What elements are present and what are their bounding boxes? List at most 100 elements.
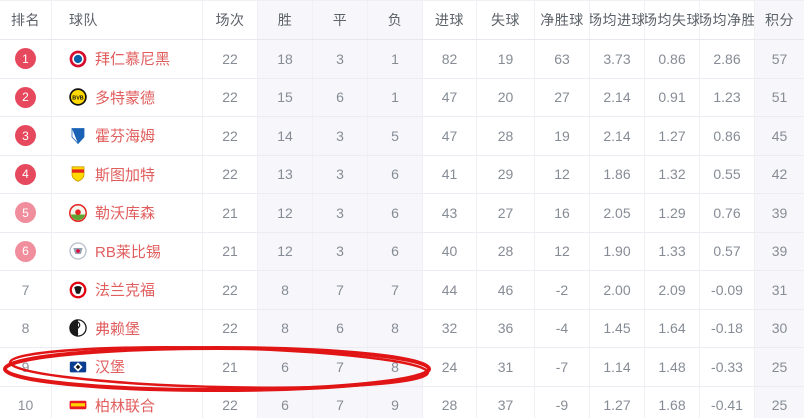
team-name[interactable]: 拜仁慕尼黑 [95, 51, 171, 69]
rank-badge: 6 [15, 240, 36, 262]
goals-against-value: 28 [477, 117, 535, 155]
losses-value: 7 [368, 271, 423, 309]
rank-cell: 1 [0, 40, 52, 78]
draws-value: 3 [313, 40, 368, 78]
avg-goals-for-value: 2.14 [590, 117, 645, 155]
losses-value: 1 [368, 40, 423, 78]
table-row[interactable]: 10 柏林联合 22 6 7 9 28 37 -9 1.27 1.68 -0.4… [0, 386, 804, 418]
goals-for-value: 24 [423, 348, 477, 386]
points-value: 30 [755, 309, 804, 347]
stuttgart-crest-icon [69, 165, 87, 183]
team-name[interactable]: RB莱比锡 [95, 243, 161, 261]
table-row[interactable]: 4 斯图加特 22 13 3 6 41 29 12 1.86 1.32 0.55… [0, 155, 804, 194]
goal-diff-value: -7 [535, 348, 590, 386]
rank-cell: 6 [0, 232, 52, 270]
team-cell[interactable]: 柏林联合 [52, 386, 203, 418]
goal-diff-value: -4 [535, 309, 590, 347]
avg-goal-diff-value: 2.86 [700, 40, 755, 78]
team-cell[interactable]: RB莱比锡 [52, 232, 203, 270]
team-name[interactable]: 勒沃库森 [95, 205, 156, 223]
team-cell[interactable]: BVB 多特蒙德 [52, 78, 203, 116]
goals-for-value: 82 [423, 40, 477, 78]
avg-goals-for-value: 2.14 [590, 78, 645, 116]
avg-goal-diff-value: -0.18 [700, 309, 755, 347]
avg-goal-diff-value: 1.23 [700, 78, 755, 116]
team-cell[interactable]: 斯图加特 [52, 155, 203, 193]
hoffenheim-crest-icon [69, 127, 87, 145]
team-name[interactable]: 法兰克福 [95, 282, 156, 300]
goals-against-value: 27 [477, 194, 535, 232]
matches-played-value: 21 [203, 348, 258, 386]
goals-for-value: 44 [423, 271, 477, 309]
goal-diff-value: 12 [535, 155, 590, 193]
avg-goals-for-value: 2.05 [590, 194, 645, 232]
avg-goals-against-value: 1.27 [645, 117, 700, 155]
rank-badge: 3 [15, 125, 36, 147]
team-name[interactable]: 汉堡 [95, 359, 126, 377]
goal-diff-value: -9 [535, 386, 590, 418]
losses-value: 6 [368, 194, 423, 232]
column-header-rank: 排名 [0, 1, 52, 39]
rb-leipzig-crest-icon [69, 242, 87, 260]
freiburg-crest-icon [69, 319, 87, 338]
team-cell[interactable]: 勒沃库森 [52, 194, 203, 232]
rank-cell: 7 [0, 271, 52, 309]
column-header-draw: 平 [313, 1, 368, 39]
draws-value: 6 [313, 78, 368, 116]
avg-goals-against-value: 1.48 [645, 348, 700, 386]
team-cell[interactable]: 霍芬海姆 [52, 117, 203, 155]
avg-goals-against-value: 0.91 [645, 78, 700, 116]
table-row[interactable]: 8 弗赖堡 22 8 6 8 32 36 -4 1.45 1.64 -0.18 … [0, 309, 804, 348]
goals-against-value: 20 [477, 78, 535, 116]
avg-goal-diff-value: 0.55 [700, 155, 755, 193]
leverkusen-crest-icon [69, 203, 87, 222]
team-name[interactable]: 多特蒙德 [95, 89, 156, 107]
matches-played-value: 21 [203, 194, 258, 232]
bayern-munich-crest-icon [69, 50, 87, 68]
rank-badge: 5 [15, 202, 36, 224]
avg-goal-diff-value: -0.09 [700, 271, 755, 309]
table-row[interactable]: 3 霍芬海姆 22 14 3 5 47 28 19 2.14 1.27 0.86… [0, 117, 804, 156]
goals-against-value: 29 [477, 155, 535, 193]
goals-for-value: 43 [423, 194, 477, 232]
team-name[interactable]: 弗赖堡 [95, 320, 141, 338]
column-header-points: 积分 [755, 1, 804, 39]
table-row[interactable]: 9 汉堡 21 6 7 8 24 31 -7 1.14 1.48 -0.33 2… [0, 348, 804, 387]
avg-goal-diff-value: -0.41 [700, 386, 755, 418]
table-row[interactable]: 6 RB莱比锡 21 12 3 6 40 28 12 1.90 1.33 0.5… [0, 232, 804, 271]
goals-for-value: 40 [423, 232, 477, 270]
avg-goals-against-value: 1.32 [645, 155, 700, 193]
points-value: 39 [755, 232, 804, 270]
team-name[interactable]: 霍芬海姆 [95, 128, 156, 146]
rank-cell: 8 [0, 309, 52, 347]
avg-goals-for-value: 1.27 [590, 386, 645, 418]
wins-value: 18 [258, 40, 313, 78]
team-cell[interactable]: 法兰克福 [52, 271, 203, 309]
table-row[interactable]: 5 勒沃库森 21 12 3 6 43 27 16 2.05 1.29 0.76… [0, 194, 804, 233]
team-cell[interactable]: 弗赖堡 [52, 309, 203, 347]
table-row[interactable]: 1 拜仁慕尼黑 22 18 3 1 82 19 63 3.73 0.86 2.8… [0, 40, 804, 79]
draws-value: 7 [313, 348, 368, 386]
matches-played-value: 22 [203, 386, 258, 418]
table-row[interactable]: 7 法兰克福 22 8 7 7 44 46 -2 2.00 2.09 -0.09… [0, 271, 804, 310]
column-header-played: 场次 [203, 1, 258, 39]
rank-badge: 2 [15, 86, 36, 108]
table-row[interactable]: 2 BVB 多特蒙德 22 15 6 1 47 20 27 2.14 0.91 … [0, 78, 804, 117]
wins-value: 13 [258, 155, 313, 193]
draws-value: 6 [313, 309, 368, 347]
losses-value: 1 [368, 78, 423, 116]
dortmund-crest-icon: BVB [69, 88, 87, 107]
goal-diff-value: 19 [535, 117, 590, 155]
avg-goal-diff-value: 0.76 [700, 194, 755, 232]
team-name[interactable]: 柏林联合 [95, 397, 156, 415]
rank-cell: 10 [0, 386, 52, 418]
team-cell[interactable]: 汉堡 [52, 348, 203, 386]
draws-value: 3 [313, 232, 368, 270]
team-cell[interactable]: 拜仁慕尼黑 [52, 40, 203, 78]
avg-goals-against-value: 1.68 [645, 386, 700, 418]
draws-value: 7 [313, 271, 368, 309]
goals-against-value: 37 [477, 386, 535, 418]
team-name[interactable]: 斯图加特 [95, 166, 156, 184]
points-value: 57 [755, 40, 804, 78]
avg-goals-against-value: 0.86 [645, 40, 700, 78]
